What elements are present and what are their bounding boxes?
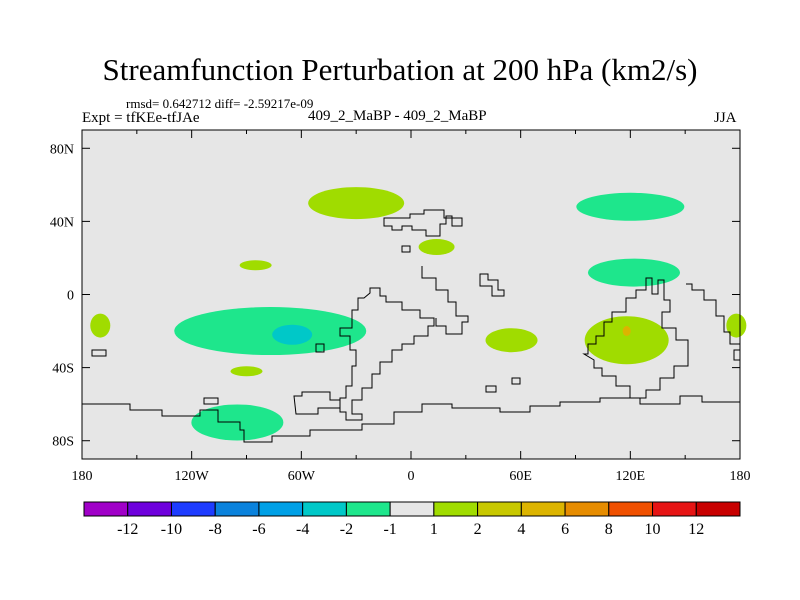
y-tick-label: 40N <box>50 215 74 230</box>
colorbar-swatch <box>127 501 172 517</box>
colorbar-label: -12 <box>117 521 138 538</box>
coastlines <box>82 209 740 443</box>
chart-title: Streamfunction Perturbation at 200 hPa (… <box>102 52 698 87</box>
colorbar-label: 10 <box>645 521 661 538</box>
y-tick-label: 80N <box>50 142 74 157</box>
contour-region <box>308 187 405 220</box>
coastline-antarctica-inner <box>293 391 341 415</box>
contour-regions <box>90 187 747 441</box>
colorbar-label: 6 <box>561 521 569 538</box>
colorbar-swatch <box>433 501 479 517</box>
y-tick-label: 40S <box>52 362 74 377</box>
colorbar-swatch <box>520 501 566 517</box>
season-label: JJA <box>714 110 737 126</box>
colorbar-swatch <box>652 501 697 517</box>
coastline-australia-asia <box>582 277 689 399</box>
x-tick-label: 120E <box>616 469 646 484</box>
colorbar-swatch <box>564 501 610 517</box>
contour-region <box>239 260 272 271</box>
coastline-island-3 <box>91 349 107 357</box>
x-tick-label: 60W <box>288 469 316 484</box>
colorbar-label: -1 <box>383 521 396 538</box>
coastline-europe <box>479 273 505 297</box>
experiment-label: Expt = tfKEe-tfJAe <box>82 110 200 126</box>
contour-region <box>587 258 680 287</box>
colorbar-label: 4 <box>517 521 525 538</box>
coastline-island-6 <box>203 397 219 405</box>
x-tick-label: 120W <box>175 469 210 484</box>
coastline-pacific-2 <box>733 349 740 361</box>
coastline-equatorial <box>421 266 469 335</box>
contour-region <box>230 366 263 377</box>
coastline-antarctica <box>82 395 740 443</box>
x-tick-label: 0 <box>408 469 415 484</box>
axis-tick-labels: 180 120W 60W 0 60E 120E 180 80N 40N 0 40S 80S <box>50 142 751 484</box>
colorbar-swatch <box>477 501 522 517</box>
coastline-africa <box>383 209 463 237</box>
y-tick-label: 80S <box>52 435 74 450</box>
colorbar-label: -4 <box>296 521 309 538</box>
coastline-island-5 <box>511 377 521 385</box>
colorbar-label: 1 <box>430 521 438 538</box>
comparison-label: 409_2_MaBP - 409_2_MaBP <box>308 108 487 124</box>
contour-region <box>622 326 631 337</box>
colorbar-swatch <box>302 501 347 517</box>
y-tick-label: 0 <box>67 289 74 304</box>
contour-region <box>418 238 455 255</box>
colorbar-label: -8 <box>209 521 222 538</box>
colorbar-swatch <box>608 501 654 517</box>
coastline-island-2 <box>401 245 411 253</box>
colorbar-swatch <box>170 501 216 517</box>
axis-ticks <box>81 130 741 459</box>
coastline-island-1 <box>315 343 325 353</box>
colorbar-swatch <box>345 501 391 517</box>
contour-region <box>584 316 669 365</box>
x-tick-label: 180 <box>72 469 93 484</box>
contour-region <box>174 307 367 356</box>
colorbar-swatch <box>214 501 260 517</box>
contour-region <box>90 313 111 338</box>
coastline-south-america <box>339 287 435 421</box>
colorbar: -12 -10 -8 -6 -4 -2 -1 1 2 4 6 8 10 12 <box>83 501 741 538</box>
contour-region <box>485 328 538 353</box>
contour-region <box>576 192 685 221</box>
colorbar-swatch <box>389 501 435 517</box>
coastline-island-4 <box>485 385 497 393</box>
x-tick-label: 180 <box>730 469 751 484</box>
colorbar-label: -6 <box>252 521 265 538</box>
colorbar-label: 8 <box>605 521 613 538</box>
stats-label: rmsd= 0.642712 diff= -2.59217e-09 <box>126 96 314 111</box>
map-background <box>82 130 740 459</box>
contour-region <box>726 313 747 338</box>
contour-region <box>272 324 313 345</box>
colorbar-swatch <box>83 501 129 517</box>
colorbar-swatch <box>258 501 304 517</box>
colorbar-label: -2 <box>340 521 353 538</box>
colorbar-swatch <box>695 501 741 517</box>
x-tick-label: 60E <box>509 469 532 484</box>
colorbar-label: -10 <box>161 521 182 538</box>
colorbar-label: 12 <box>688 521 704 538</box>
coastline-pacific <box>686 283 740 345</box>
colorbar-label: 2 <box>474 521 482 538</box>
